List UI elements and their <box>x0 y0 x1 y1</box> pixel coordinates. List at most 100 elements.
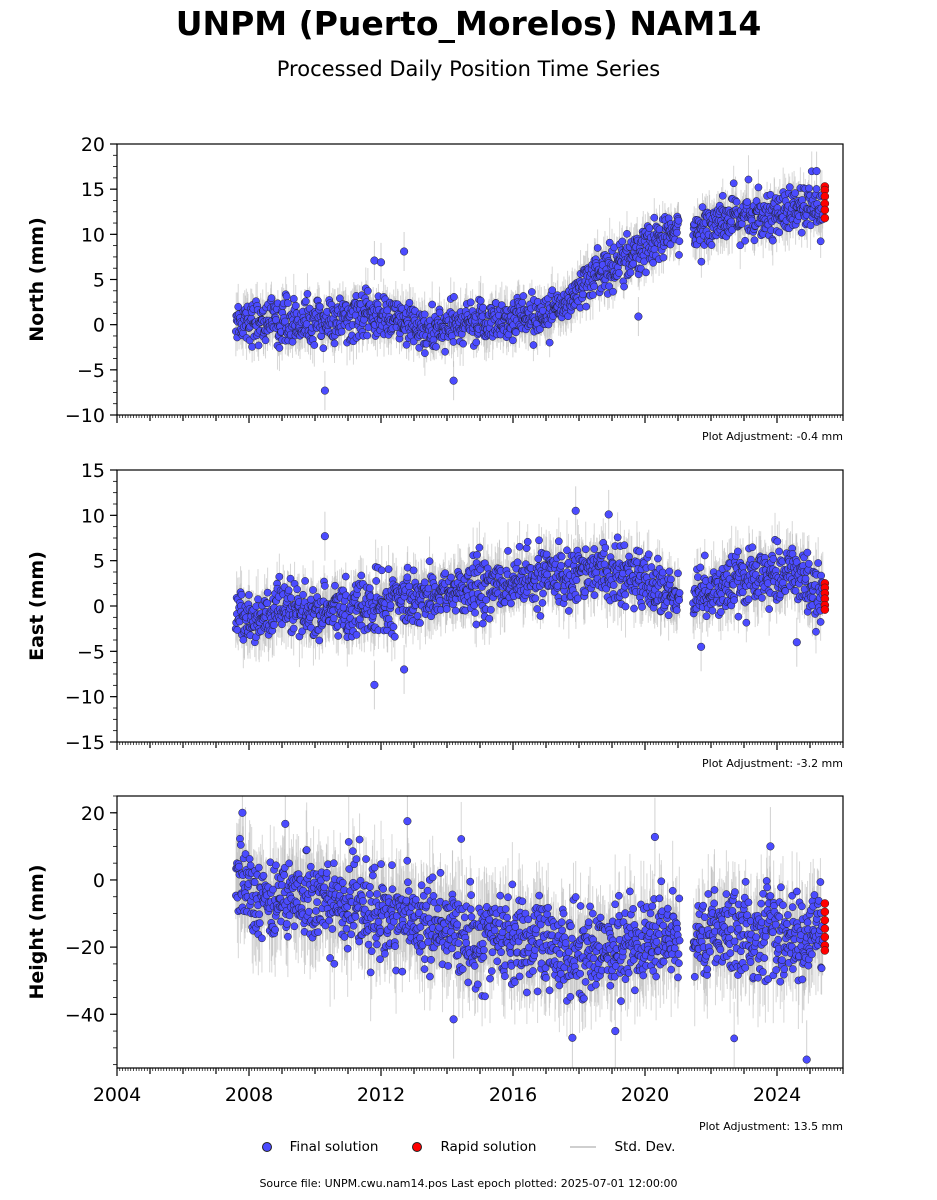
final-point <box>283 299 292 307</box>
final-point <box>282 292 291 301</box>
final-point <box>479 303 487 312</box>
final-point <box>263 588 272 597</box>
y-tick-label: 10 <box>81 224 105 246</box>
final-point <box>791 189 799 197</box>
final-point <box>805 184 813 193</box>
final-point <box>299 590 307 599</box>
final-point <box>425 557 434 566</box>
final-point <box>287 594 295 602</box>
final-point <box>319 344 328 353</box>
final-point <box>459 339 467 348</box>
final-point <box>372 577 381 585</box>
final-point <box>649 258 657 267</box>
final-point <box>301 297 310 306</box>
final-point <box>416 619 424 627</box>
final-point <box>675 251 683 259</box>
final-point <box>409 566 418 575</box>
final-point <box>334 632 343 640</box>
final-point <box>363 331 372 340</box>
final-point <box>589 291 597 299</box>
final-point <box>472 338 481 347</box>
final-point <box>666 240 675 249</box>
outlier-point <box>449 376 458 385</box>
final-point <box>298 627 306 636</box>
final-point <box>529 341 538 349</box>
final-point <box>605 238 614 247</box>
final-point <box>579 290 587 299</box>
final-point <box>744 175 753 184</box>
final-point <box>316 302 324 311</box>
final-point <box>806 221 815 230</box>
rapid-point <box>820 213 830 223</box>
outlier-point <box>634 312 643 321</box>
outlier-point <box>376 258 386 267</box>
final-point <box>254 341 263 350</box>
final-point <box>291 301 300 310</box>
final-point <box>590 282 598 291</box>
final-point <box>450 293 458 301</box>
final-point <box>331 581 339 590</box>
y-tick-label: 20 <box>81 134 105 156</box>
final-point <box>310 341 319 349</box>
final-point <box>365 584 374 593</box>
final-point <box>409 337 418 346</box>
final-point <box>315 636 324 645</box>
final-point <box>768 236 777 245</box>
final-point <box>239 636 248 644</box>
final-point <box>341 572 350 581</box>
final-point <box>447 573 455 582</box>
final-points <box>231 506 827 689</box>
final-point <box>383 306 392 315</box>
outlier-point <box>812 167 821 176</box>
final-point <box>384 565 393 573</box>
final-point <box>509 336 517 345</box>
final-point <box>301 577 309 585</box>
final-point <box>284 586 293 595</box>
final-point <box>623 229 631 238</box>
final-point <box>402 340 411 349</box>
final-point <box>673 228 681 237</box>
panel-1: −10 −5 0 5 10 15 20 North (mm) Plot Adjustment: … <box>26 134 844 443</box>
final-point <box>618 237 627 246</box>
final-point <box>718 191 727 200</box>
final-point <box>812 185 821 193</box>
final-point <box>263 599 272 608</box>
y-tick-label: −10 <box>65 405 105 427</box>
final-point <box>449 338 458 346</box>
final-point <box>275 344 284 352</box>
final-point <box>309 586 317 594</box>
final-point <box>775 228 784 237</box>
final-point <box>428 300 437 309</box>
final-point <box>451 606 460 615</box>
final-point <box>609 287 617 296</box>
y-tick-label: 5 <box>93 270 105 292</box>
final-point <box>466 298 475 307</box>
final-point <box>650 213 659 222</box>
final-point <box>736 241 745 250</box>
final-point <box>697 257 706 266</box>
final-point <box>727 217 736 226</box>
final-point <box>289 624 298 633</box>
final-point <box>254 595 262 604</box>
final-points <box>232 167 827 395</box>
final-point <box>288 337 297 346</box>
final-point <box>512 328 520 337</box>
final-point <box>286 574 295 583</box>
final-point <box>237 590 246 599</box>
final-point <box>441 347 449 356</box>
final-point <box>390 632 399 641</box>
final-point <box>642 268 650 277</box>
final-point <box>420 310 429 319</box>
chart-subtitle: Processed Daily Position Time Series <box>276 57 661 81</box>
final-point <box>405 298 414 307</box>
final-point <box>432 342 440 351</box>
final-point <box>582 302 591 311</box>
rapid-point <box>820 192 830 201</box>
y-tick-label: −5 <box>77 360 105 382</box>
final-point <box>797 228 806 237</box>
final-point <box>519 292 528 300</box>
final-point <box>275 572 284 581</box>
final-point <box>629 259 638 268</box>
final-point <box>320 582 329 590</box>
